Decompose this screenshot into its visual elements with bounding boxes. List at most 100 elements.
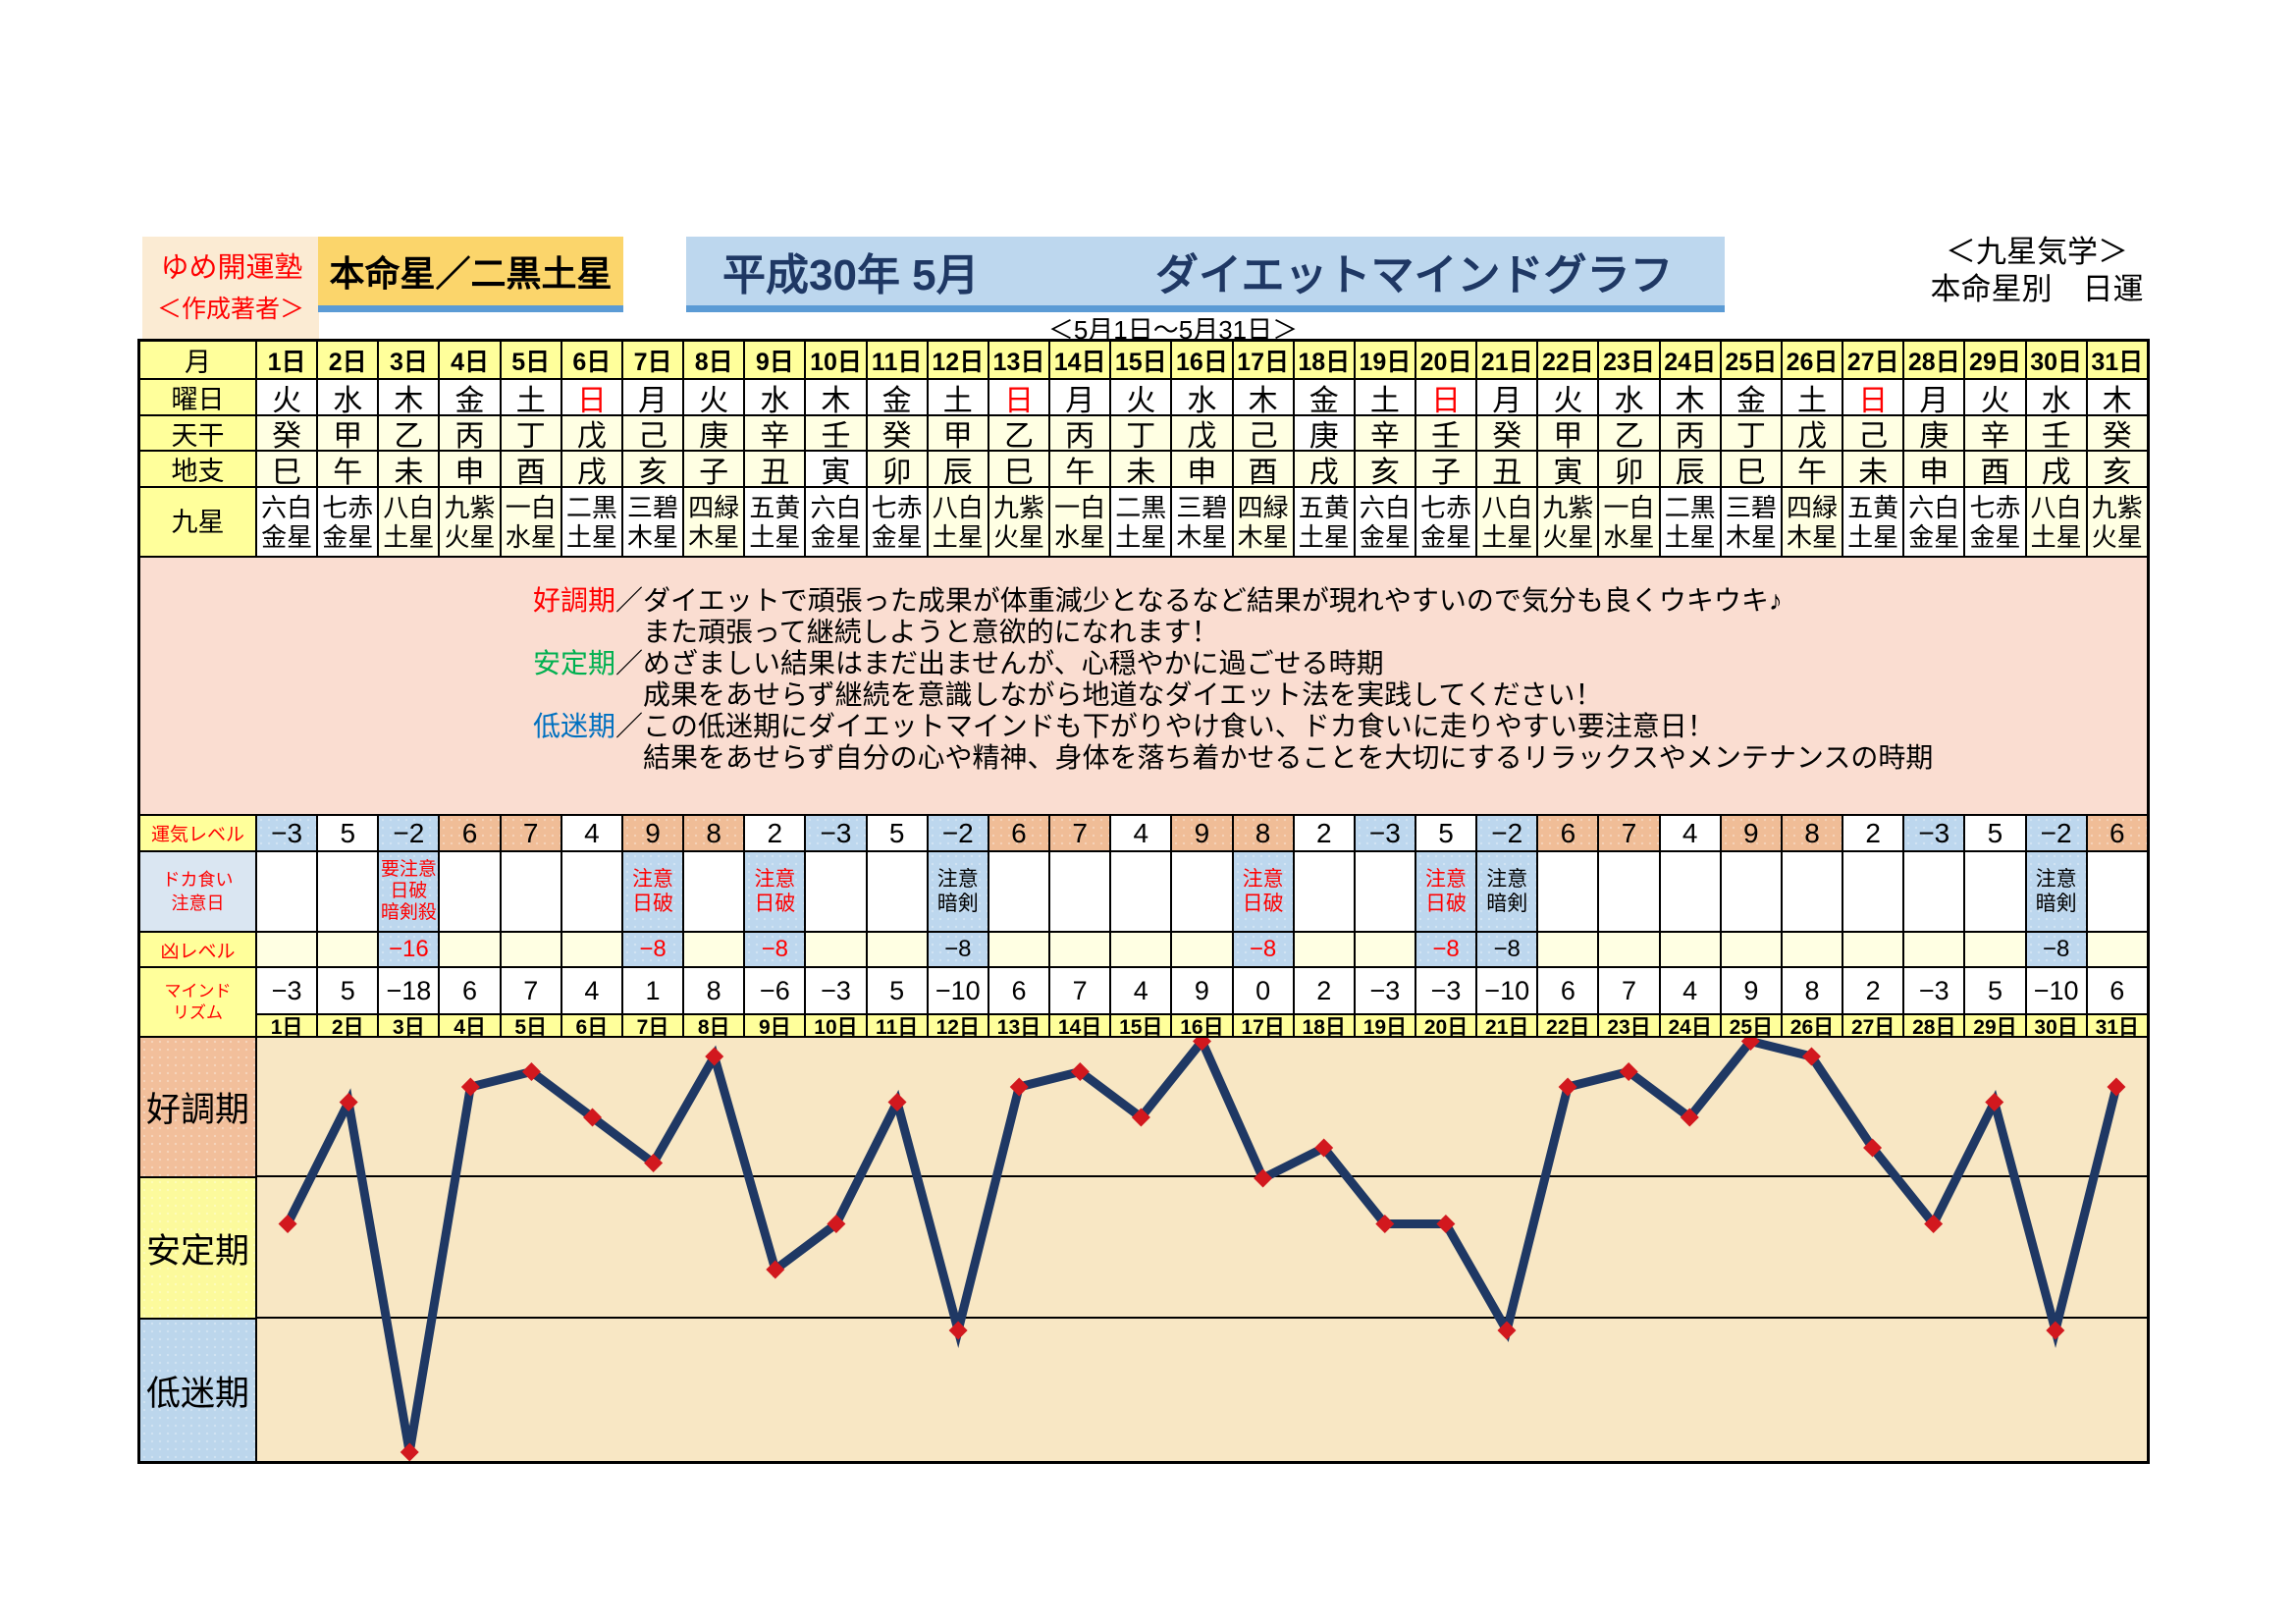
weekday-row: 曜日火水木金土日月火水木金土日月火水木金土日月火水木金土日月火水木 [140, 378, 2147, 414]
kyusei-cell: 八白 土星 [1475, 486, 1537, 556]
day-header-cell: 20日 [1414, 342, 1476, 378]
tenkan-cell: 癸 [255, 414, 317, 450]
luck-level-cell: 6 [1536, 814, 1598, 850]
bad-level-cell [316, 931, 378, 966]
tenkan-cell: 己 [1231, 414, 1293, 450]
chishi-cell: 子 [682, 450, 744, 486]
tenkan-row-label: 天干 [140, 414, 255, 450]
chishi-cell: 未 [377, 450, 439, 486]
bad-level-cell: −8 [2024, 931, 2086, 966]
weekday-cell: 金 [438, 378, 500, 414]
bad-level-cell [1048, 931, 1110, 966]
mind-rhythm-value-cell: 7 [1048, 966, 1110, 1013]
luck-level-cell: 2 [743, 814, 805, 850]
data-point-marker [2107, 1077, 2126, 1097]
mind-rhythm-day-cell: 17日 [1231, 1013, 1293, 1036]
zone-label-teimeiki: 低迷期 [140, 1318, 255, 1461]
binge-caution-cell: 注意 日破 [1231, 850, 1293, 931]
luck-level-cell: 5 [865, 814, 927, 850]
chishi-cell: 子 [1414, 450, 1476, 486]
legend-term: 好調期 [533, 585, 616, 616]
bad-level-cell [1902, 931, 1964, 966]
weekday-cell: 火 [1536, 378, 1598, 414]
kyusei-cell: 九紫 火星 [1536, 486, 1598, 556]
data-point-marker [1131, 1108, 1150, 1127]
bad-level-cell [1109, 931, 1171, 966]
data-point-marker [766, 1260, 785, 1279]
mind-rhythm-value-cell: −3 [1353, 966, 1415, 1013]
mind-rhythm-value-cell: 1 [620, 966, 683, 1013]
kyusei-cell: 一白 水星 [1048, 486, 1110, 556]
binge-caution-cell [255, 850, 317, 931]
data-point-marker [1193, 1038, 1211, 1051]
weekday-cell: 月 [1902, 378, 1964, 414]
weekday-cell: 土 [926, 378, 988, 414]
caption-line2: 本命星別 日運 [1930, 272, 2144, 306]
mind-rhythm-line-chart [257, 1038, 2147, 1461]
kyusei-cell: 八白 土星 [926, 486, 988, 556]
tenkan-cell: 戊 [1170, 414, 1232, 450]
legend-desc-line1: ／ダイエットで頑張った成果が体重減少となるなど結果が現れやすいので気分も良くウキ… [615, 585, 1783, 616]
data-point-marker [887, 1093, 907, 1111]
legend-line: 安定期／めざましい結果はまだ出ませんが、心穏やかに過ごせる時期 [533, 648, 1933, 679]
kyusei-row-label: 九星 [140, 486, 255, 556]
bad-level-cell: −8 [1414, 931, 1476, 966]
mind-rhythm-day-cell: 31日 [2085, 1013, 2147, 1036]
tenkan-cell: 辛 [1963, 414, 2025, 450]
chishi-cell: 丑 [743, 450, 805, 486]
weekday-cell: 月 [1048, 378, 1110, 414]
binge-caution-cell [804, 850, 866, 931]
mind-rhythm-day-cell: 26日 [1780, 1013, 1842, 1036]
data-point-marker [1254, 1168, 1273, 1188]
tenkan-cell: 丙 [1048, 414, 1110, 450]
tenkan-cell: 庚 [1902, 414, 1964, 450]
luck-level-label: 運気レベル [140, 814, 255, 850]
bad-level-cell [255, 931, 317, 966]
chishi-cell: 巳 [255, 450, 317, 486]
binge-caution-cell [1292, 850, 1354, 931]
mind-rhythm-value-cell: 6 [438, 966, 500, 1013]
day-header-cell: 17日 [1231, 342, 1293, 378]
weekday-cell: 月 [1475, 378, 1537, 414]
kyusei-cell: 三碧 木星 [620, 486, 683, 556]
tenkan-cell: 乙 [987, 414, 1049, 450]
mind-rhythm-value-cell: 4 [560, 966, 621, 1013]
tenkan-cell: 癸 [1475, 414, 1537, 450]
bad-level-cell [1963, 931, 2025, 966]
day-header-cell: 8日 [682, 342, 744, 378]
tenkan-cell: 戊 [560, 414, 621, 450]
binge-caution-cell [2085, 850, 2147, 931]
chishi-cell: 巳 [1719, 450, 1781, 486]
weekday-cell: 土 [1780, 378, 1842, 414]
luck-level-cell: −2 [2024, 814, 2086, 850]
bad-level-cell: −8 [1231, 931, 1293, 966]
mind-rhythm-value-cell: 6 [1536, 966, 1598, 1013]
data-point-marker [583, 1108, 603, 1127]
day-header-cell: 28日 [1902, 342, 1964, 378]
mind-rhythm-day-cell: 2日 [316, 1013, 378, 1036]
mind-rhythm-value-cell: 5 [865, 966, 927, 1013]
binge-caution-cell [1109, 850, 1171, 931]
mind-rhythm-value-cell: 0 [1231, 966, 1293, 1013]
honmei-label: 本命星／二黒土星 [329, 253, 613, 294]
mind-rhythm-value-cell: −10 [2024, 966, 2086, 1013]
calendar-day-header-row: 月 1日 2日 3日 4日 5日 6日 7日 8日 9日 10日 11日 12日 13日 14日 15日 16日… [140, 342, 2147, 378]
weekday-cell: 木 [804, 378, 866, 414]
chishi-cell: 午 [1048, 450, 1110, 486]
binge-caution-cell [1842, 850, 1903, 931]
mind-rhythm-value-cell: −3 [804, 966, 866, 1013]
binge-caution-cell [560, 850, 621, 931]
bad-level-cell: −8 [743, 931, 805, 966]
chishi-cell: 亥 [2085, 450, 2147, 486]
kyusei-cell: 三碧 木星 [1719, 486, 1781, 556]
mind-rhythm-day-cell: 1日 [255, 1013, 317, 1036]
legend-desc-line1: ／この低迷期にダイエットマインドも下がりやけ食い、ドカ食いに走りやすい要注意日！ [615, 711, 1715, 741]
weekday-cell: 金 [865, 378, 927, 414]
data-point-marker [1009, 1077, 1029, 1097]
month-row-label: 月 [140, 342, 255, 378]
mind-rhythm-day-cell: 13日 [987, 1013, 1049, 1036]
mind-rhythm-label: マインド リズム [140, 966, 255, 1036]
tenkan-cell: 甲 [316, 414, 378, 450]
luck-level-cell: 8 [1231, 814, 1293, 850]
weekday-cell: 土 [499, 378, 561, 414]
